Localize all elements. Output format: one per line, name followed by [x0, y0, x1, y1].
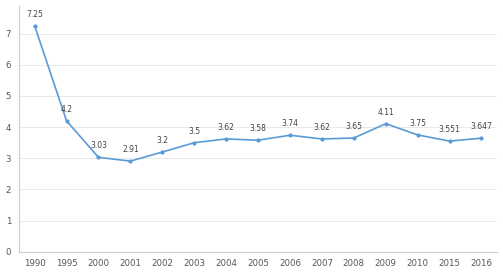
- Text: 3.2: 3.2: [156, 136, 169, 145]
- Text: 3.5: 3.5: [188, 127, 200, 136]
- Text: 3.65: 3.65: [346, 122, 362, 131]
- Text: 3.03: 3.03: [90, 141, 107, 150]
- Text: 3.551: 3.551: [439, 125, 460, 134]
- Text: 7.25: 7.25: [26, 10, 43, 19]
- Text: 3.74: 3.74: [282, 119, 298, 128]
- Text: 4.2: 4.2: [60, 105, 72, 114]
- Text: 2.91: 2.91: [122, 145, 139, 154]
- Text: 3.75: 3.75: [409, 119, 426, 128]
- Text: 3.58: 3.58: [249, 124, 267, 133]
- Text: 3.62: 3.62: [218, 123, 234, 132]
- Text: 3.62: 3.62: [313, 123, 330, 132]
- Text: 4.11: 4.11: [377, 108, 394, 117]
- Text: 3.647: 3.647: [470, 122, 492, 131]
